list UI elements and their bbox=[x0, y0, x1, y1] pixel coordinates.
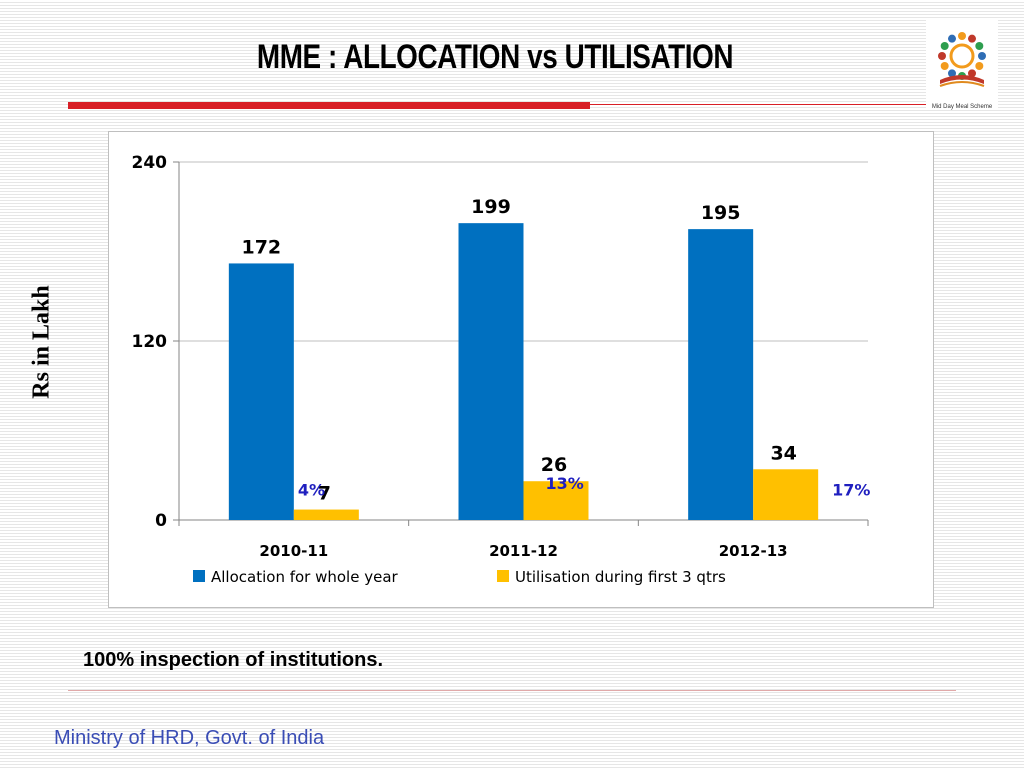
bar-allocation-for-whole-year bbox=[688, 229, 754, 520]
percent-annotation: 13% bbox=[546, 474, 584, 493]
logo-caption: Mid Day Meal Scheme bbox=[931, 104, 993, 110]
mid-day-meal-logo-icon bbox=[938, 32, 986, 87]
percent-annotation: 17% bbox=[832, 480, 870, 499]
legend-label: Utilisation during first 3 qtrs bbox=[515, 568, 726, 586]
title-underline-red bbox=[68, 102, 590, 109]
logo-figure bbox=[968, 69, 976, 78]
percent-annotation: 4% bbox=[298, 481, 325, 500]
logo-figure bbox=[968, 34, 976, 43]
logo-figure bbox=[940, 62, 949, 70]
logo-figure bbox=[948, 34, 956, 43]
slide-title: MME : ALLOCATION vs UTILISATION bbox=[256, 38, 734, 76]
chart-area: 0 120 240 2010-11 172 7 4% 2011-12 199 26 13% 2012-… bbox=[108, 131, 934, 608]
y-tick-label: 0 bbox=[155, 511, 167, 531]
footer-divider bbox=[68, 690, 956, 691]
logo-figure bbox=[948, 69, 956, 78]
inspection-note: 100% inspection of institutions. bbox=[83, 649, 384, 671]
bar-allocation-for-whole-year bbox=[458, 223, 524, 520]
x-tick-label: 2011-12 bbox=[489, 542, 558, 560]
data-label: 195 bbox=[701, 202, 741, 224]
legend-label: Allocation for whole year bbox=[211, 568, 399, 586]
mid-day-meal-logo: Mid Day Meal Scheme bbox=[926, 18, 998, 110]
data-label: 7 bbox=[318, 483, 331, 505]
footer-text: Ministry of HRD, Govt. of India bbox=[54, 727, 325, 749]
legend-swatch bbox=[193, 570, 205, 582]
bar-utilisation-during-first-3-qtrs bbox=[753, 469, 819, 520]
y-axis-label: Rs in Lakh bbox=[28, 285, 55, 399]
logo-figure bbox=[958, 32, 966, 40]
logo-figure bbox=[975, 62, 984, 70]
data-label: 172 bbox=[241, 236, 281, 258]
y-tick-label: 120 bbox=[132, 332, 168, 352]
logo-figure bbox=[975, 42, 984, 50]
logo-figure bbox=[938, 52, 946, 60]
logo-figure bbox=[978, 52, 986, 60]
data-label: 34 bbox=[770, 442, 796, 464]
x-tick-label: 2010-11 bbox=[259, 542, 328, 560]
x-tick-label: 2012-13 bbox=[719, 542, 788, 560]
logo-figure bbox=[940, 42, 949, 50]
bar-utilisation-during-first-3-qtrs bbox=[293, 509, 359, 520]
bar-utilisation-during-first-3-qtrs bbox=[523, 481, 589, 520]
title-underline-thin bbox=[590, 104, 930, 105]
y-tick-label: 240 bbox=[132, 153, 168, 173]
data-label: 199 bbox=[471, 196, 511, 218]
data-label: 26 bbox=[541, 454, 567, 476]
bar-allocation-for-whole-year bbox=[228, 263, 294, 520]
legend-swatch bbox=[497, 570, 509, 582]
